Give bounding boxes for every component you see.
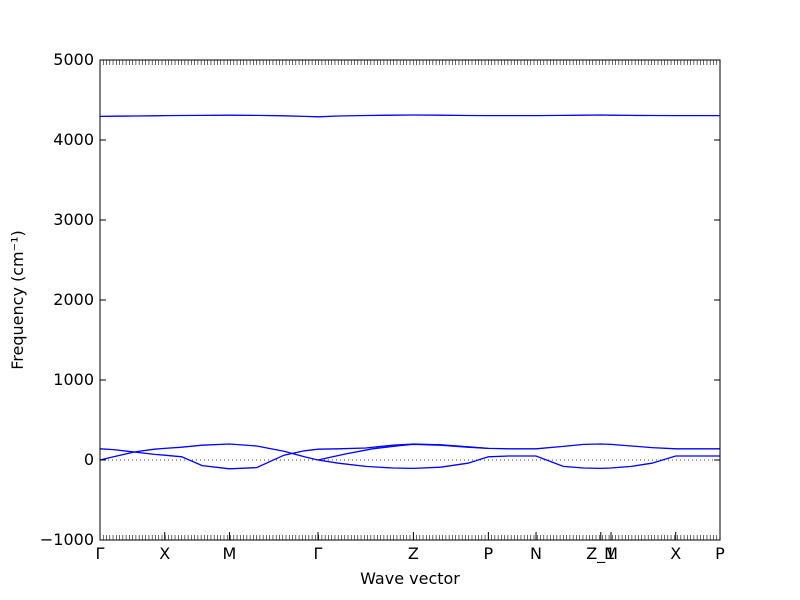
x-tick-label: N <box>530 544 542 563</box>
plot-frame <box>99 59 721 541</box>
x-tick-label: M <box>223 544 237 563</box>
x-tick-label: Γ <box>96 544 105 563</box>
x-tick-label: X <box>159 544 170 563</box>
y-tick-label: −1000 <box>40 530 94 549</box>
x-tick-label: Γ <box>314 544 323 563</box>
x-axis-label: Wave vector <box>360 569 460 588</box>
tick-layer <box>99 59 721 541</box>
band-line-2 <box>99 443 720 470</box>
y-tick-label: 2000 <box>53 290 94 309</box>
y-tick-label: 0 <box>84 450 94 469</box>
x-tick-label: P <box>715 544 725 563</box>
y-tick-label: 3000 <box>53 210 94 229</box>
band-line-3 <box>99 443 720 470</box>
band-line-4 <box>317 443 489 461</box>
x-tick-label: Z_1 <box>586 544 615 564</box>
y-tick-label: 1000 <box>53 370 94 389</box>
x-tick-label: X <box>670 544 681 563</box>
x-tick-label: P <box>484 544 494 563</box>
y-axis-label: Frequency (cm⁻¹) <box>8 230 27 369</box>
x-tick-label: Z <box>408 544 419 563</box>
x-tick-label: M <box>604 544 618 563</box>
y-tick-label: 4000 <box>53 130 94 149</box>
y-tick-label: 5000 <box>53 50 94 69</box>
series-layer <box>99 114 720 470</box>
band-line-1 <box>99 114 720 118</box>
